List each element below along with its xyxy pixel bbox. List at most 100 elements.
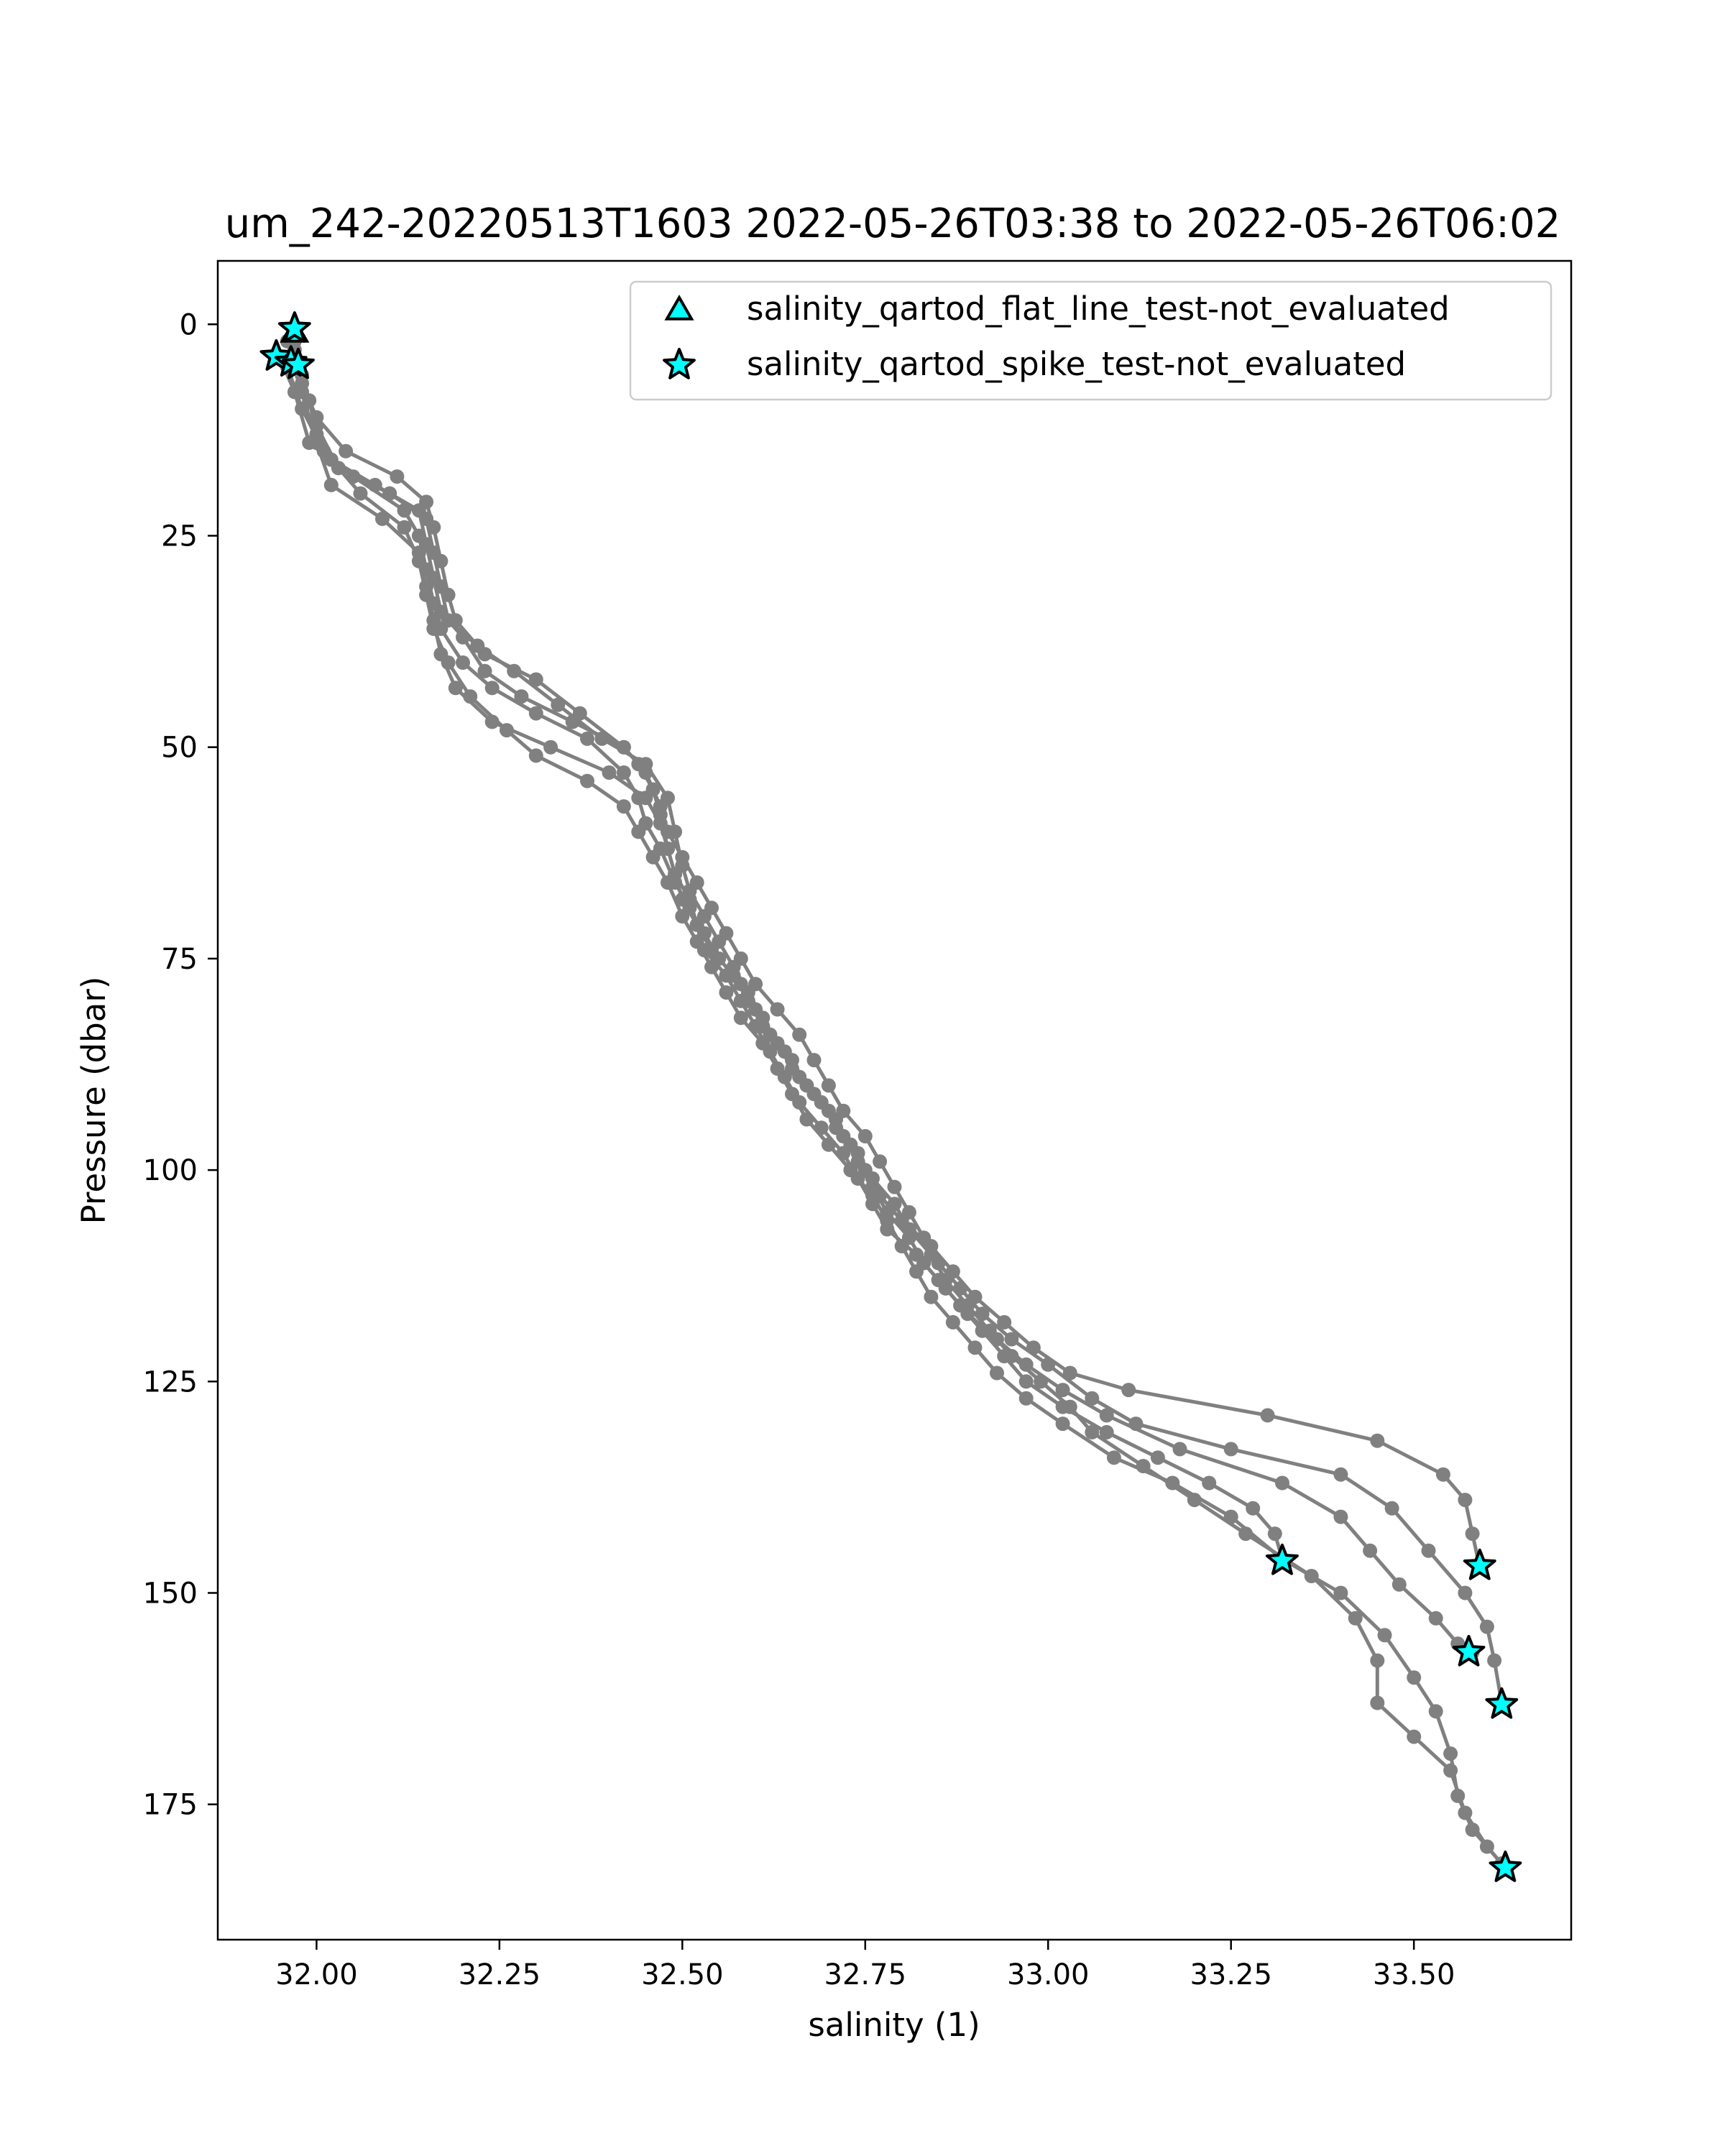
profile-4-point — [806, 1053, 822, 1068]
profile-4-point — [1041, 1357, 1056, 1372]
x-tick-label: 33.50 — [1373, 1958, 1455, 1991]
profile-4-point — [857, 1129, 873, 1143]
spike-star-marker — [1485, 1687, 1519, 1719]
profile-line-5 — [285, 366, 1504, 1865]
x-tick-label: 32.75 — [824, 1958, 907, 1991]
profile-2-point — [1260, 1408, 1275, 1423]
profile-6-point — [1304, 1569, 1319, 1583]
legend-star-shape — [663, 348, 696, 379]
profile-line-3 — [278, 357, 1473, 1654]
legend-label-flat-line: salinity_qartod_flat_line_test-not_evalu… — [747, 290, 1450, 328]
profile-5-point — [894, 1239, 909, 1253]
profile-3-point — [1172, 1442, 1187, 1457]
profile-1-point — [1267, 1526, 1282, 1542]
profile-1-point — [1202, 1475, 1217, 1491]
profile-4-point — [719, 926, 734, 941]
profile-5-point — [397, 520, 412, 535]
profile-5-point — [1443, 1746, 1458, 1761]
profile-1-point — [1150, 1450, 1165, 1465]
profile-5-point — [704, 959, 719, 975]
chart-title: um_242-20220513T1603 2022-05-26T03:38 to… — [225, 201, 1561, 247]
y-tick-label: 50 — [161, 732, 198, 765]
profile-6-point — [1238, 1526, 1254, 1542]
profile-4-point — [887, 1179, 902, 1194]
profile-4-point — [448, 613, 463, 628]
profile-5-point — [909, 1264, 924, 1279]
y-tick-label: 150 — [143, 1577, 198, 1611]
profile-6-point — [689, 917, 704, 932]
profile-4-point — [821, 1078, 836, 1093]
legend-triangle-shape — [664, 294, 694, 321]
profile-6-point — [411, 545, 426, 560]
profile-1-point — [477, 663, 492, 678]
profile-6-point — [1458, 1805, 1473, 1820]
profile-3-point — [397, 503, 412, 518]
profile-5-point — [1428, 1704, 1443, 1719]
profile-3-point — [411, 528, 426, 543]
profile-6-point — [1479, 1839, 1494, 1854]
y-tick-label: 0 — [180, 308, 198, 341]
profile-4-point — [616, 740, 631, 755]
profile-6-point — [1085, 1424, 1100, 1439]
profile-6-point — [1348, 1611, 1363, 1626]
profile-4-point — [1421, 1543, 1436, 1558]
legend-triangle-marker — [664, 294, 694, 321]
x-tick-label: 32.00 — [275, 1958, 358, 1991]
profile-6-point — [1187, 1493, 1202, 1508]
plot-area-frame — [216, 259, 1573, 1941]
profile-6-point — [1443, 1763, 1458, 1778]
profile-line-4 — [293, 349, 1504, 1703]
profile-4-point — [309, 410, 324, 425]
legend: salinity_qartod_flat_line_test-not_evalu… — [629, 280, 1552, 401]
profile-5-point — [1465, 1823, 1480, 1837]
profile-5-point — [945, 1314, 960, 1330]
x-tick-label: 32.25 — [459, 1958, 541, 1991]
profile-5-point — [785, 1087, 799, 1102]
profile-5-point — [645, 849, 661, 865]
profile-1-point — [514, 689, 529, 704]
profile-3-point — [1392, 1577, 1407, 1592]
profile-3-point — [1055, 1383, 1070, 1398]
profile-4-point — [901, 1204, 916, 1220]
profile-6-point — [1034, 1374, 1049, 1389]
profile-6-point — [814, 1095, 829, 1110]
profile-6-point — [865, 1171, 880, 1186]
x-axis-ticks: 32.00 32.25 32.50 32.75 33.00 33.25 33.50 — [275, 1940, 1455, 1991]
profile-3-point — [528, 706, 543, 721]
profile-6-point — [682, 892, 697, 907]
profile-5-point — [1377, 1628, 1392, 1643]
profile-2-point — [1465, 1526, 1480, 1542]
profile-4-point — [1128, 1416, 1144, 1432]
markers-group — [259, 311, 1522, 1882]
profile-6-point — [1062, 1399, 1077, 1414]
profile-4-point — [689, 875, 704, 890]
profile-5-point — [689, 934, 704, 949]
profile-5-point — [843, 1163, 858, 1178]
profile-6-point — [829, 1120, 844, 1135]
profile-3-point — [1363, 1543, 1378, 1558]
profile-5-point — [733, 1010, 748, 1026]
profile-1-point — [1099, 1424, 1114, 1439]
profile-6-point — [1370, 1653, 1385, 1668]
profile-4-point — [1458, 1585, 1473, 1600]
profile-6-point — [484, 714, 500, 729]
profile-4-point — [675, 849, 690, 865]
profile-5-point — [1333, 1585, 1348, 1600]
profile-4-point — [770, 1002, 785, 1017]
profiles-group — [272, 326, 1509, 1871]
y-tick-label: 100 — [143, 1154, 198, 1187]
x-axis-label: salinity (1) — [808, 2006, 980, 2044]
x-tick-label: 32.50 — [641, 1958, 724, 1991]
profile-2-point — [1435, 1467, 1450, 1482]
profile-5-point — [880, 1213, 895, 1228]
profile-1-point — [1246, 1501, 1261, 1516]
profile-6-point — [1407, 1729, 1422, 1744]
profile-5-point — [865, 1188, 880, 1203]
profile-6-point — [638, 791, 653, 806]
profile-4-point — [792, 1027, 807, 1042]
profile-2-point — [997, 1314, 1012, 1330]
profile-6-point — [755, 1019, 770, 1033]
profile-6-point — [726, 968, 741, 983]
profile-3-point — [616, 765, 631, 780]
